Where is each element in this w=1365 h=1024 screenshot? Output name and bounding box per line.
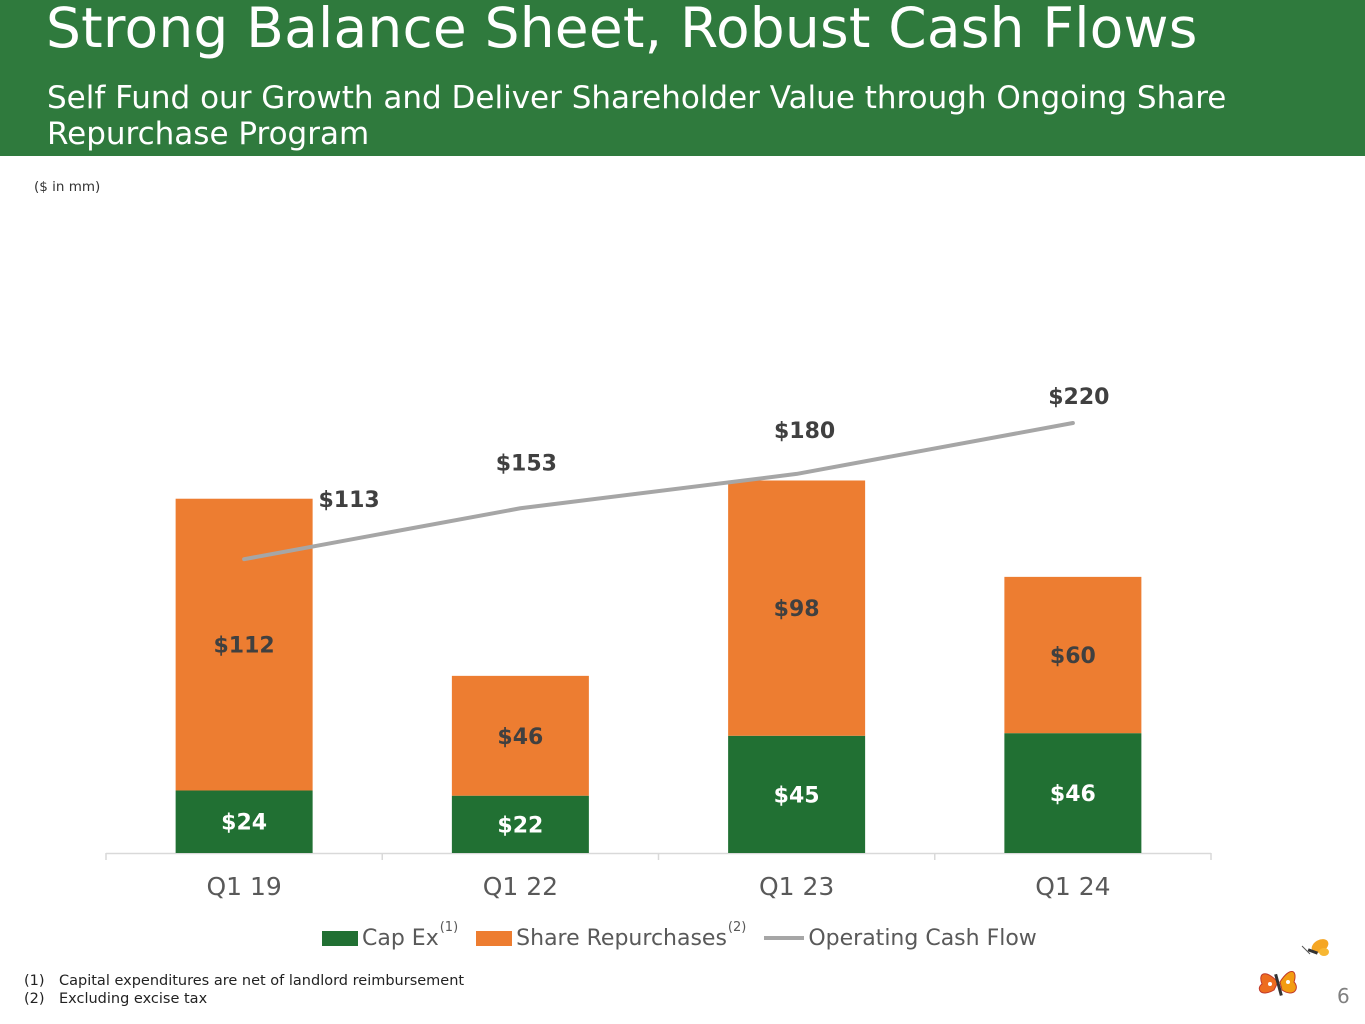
page-title: Strong Balance Sheet, Robust Cash Flows	[46, 0, 1198, 60]
data-label-operating-cash-flow: $180	[774, 419, 835, 444]
legend-item-cap-ex: Cap Ex (1)	[322, 920, 458, 951]
page-number: 6	[1337, 984, 1350, 1008]
x-tick-label: Q1 23	[759, 872, 834, 901]
data-label-share-repurchases: $46	[497, 725, 543, 750]
footnote-2: (2) Excluding excise tax	[24, 990, 464, 1008]
bar-cap-ex	[451, 795, 589, 853]
legend-swatch-operating-cash-flow	[764, 936, 805, 940]
chart-legend: Cap Ex (1) Share Repurchases (2) Operati…	[322, 920, 1055, 953]
footnote-1: (1) Capital expenditures are net of land…	[24, 972, 464, 990]
legend-footnote-cap-ex: (1)	[439, 919, 459, 935]
x-tick-label: Q1 22	[483, 872, 558, 901]
data-label-operating-cash-flow: $113	[319, 488, 380, 513]
legend-label-operating-cash-flow: Operating Cash Flow	[808, 925, 1037, 951]
legend-label-cap-ex: Cap Ex	[362, 925, 439, 951]
bar-share-repurchases	[1004, 576, 1142, 734]
legend-swatch-share-repurchases	[476, 930, 513, 946]
footnotes: (1) Capital expenditures are net of land…	[24, 972, 464, 1008]
data-label-cap-ex: $46	[1050, 782, 1096, 807]
small-butterfly-icon	[1301, 939, 1329, 956]
legend-item-operating-cash-flow: Operating Cash Flow	[764, 925, 1037, 951]
bar-share-repurchases	[451, 675, 589, 796]
bar-share-repurchases	[175, 498, 313, 791]
x-tick-label: Q1 24	[1035, 872, 1110, 901]
butterfly-logo-icon	[1258, 939, 1329, 996]
units-note: ($ in mm)	[34, 179, 101, 195]
header-banner: Strong Balance Sheet, Robust Cash Flows …	[0, 0, 1365, 156]
footnote-1-text: Capital expenditures are net of landlord…	[59, 973, 465, 989]
legend-item-share-repurchases: Share Repurchases (2)	[476, 920, 746, 951]
data-label-share-repurchases: $112	[214, 634, 275, 659]
line-operating-cash-flow	[242, 421, 1075, 562]
footnote-2-text: Excluding excise tax	[59, 991, 208, 1007]
data-label-operating-cash-flow: $220	[1048, 385, 1109, 410]
large-butterfly-icon	[1258, 971, 1297, 996]
bar-cap-ex	[1004, 733, 1142, 853]
footnote-2-number: (2)	[24, 991, 45, 1007]
data-label-share-repurchases: $60	[1050, 644, 1096, 669]
data-label-cap-ex: $24	[221, 811, 267, 836]
footnote-1-number: (1)	[24, 973, 45, 989]
data-label-cap-ex: $45	[774, 783, 820, 808]
x-tick-label: Q1 19	[206, 872, 281, 901]
bar-share-repurchases	[728, 480, 866, 736]
bar-cap-ex	[175, 790, 313, 853]
data-label-share-repurchases: $98	[774, 597, 820, 622]
legend-swatch-cap-ex	[322, 930, 358, 946]
bar-cap-ex	[728, 735, 866, 853]
page-subtitle: Self Fund our Growth and Deliver Shareho…	[47, 80, 1227, 152]
data-label-operating-cash-flow: $153	[496, 451, 557, 476]
data-label-cap-ex: $22	[497, 813, 543, 838]
legend-footnote-share-repurchases: (2)	[727, 919, 747, 935]
legend-label-share-repurchases: Share Repurchases	[516, 925, 727, 951]
